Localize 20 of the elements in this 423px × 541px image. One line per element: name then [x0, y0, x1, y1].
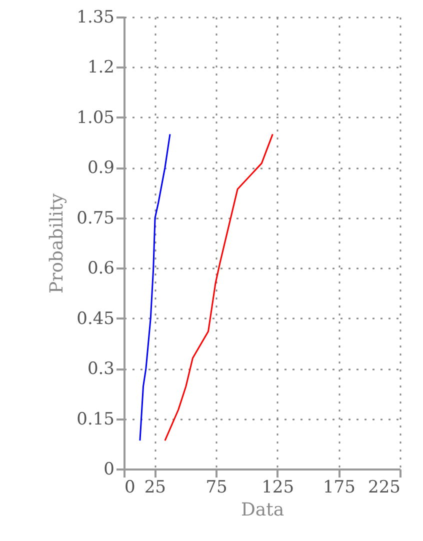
x-axis-title: Data: [240, 500, 284, 520]
y-tick-label: 1.35: [76, 8, 114, 28]
y-tick-label: 1.05: [76, 108, 114, 128]
line-series: [139, 133, 171, 442]
y-tick-label: 0.45: [76, 308, 114, 329]
x-tick-label: 125: [262, 478, 294, 498]
x-tick-label: 225: [368, 478, 400, 498]
y-axis-title: Probability: [46, 192, 68, 294]
y-tick-label: 0.3: [87, 359, 114, 380]
y-tick-label: 0.75: [76, 208, 114, 228]
y-tick-label: 0: [104, 460, 114, 480]
y-tick-label: 1.2: [87, 58, 114, 78]
y-tick-label: 0.15: [76, 409, 114, 430]
line-series: [164, 133, 274, 442]
y-tick-label: 0.9: [87, 158, 114, 178]
x-tick-label: 75: [206, 478, 228, 498]
x-tick-label: 25: [144, 478, 166, 498]
x-tick-label: 175: [322, 478, 356, 498]
y-tick-label: 0.6: [87, 258, 114, 279]
x-tick-label: 0: [124, 478, 136, 498]
